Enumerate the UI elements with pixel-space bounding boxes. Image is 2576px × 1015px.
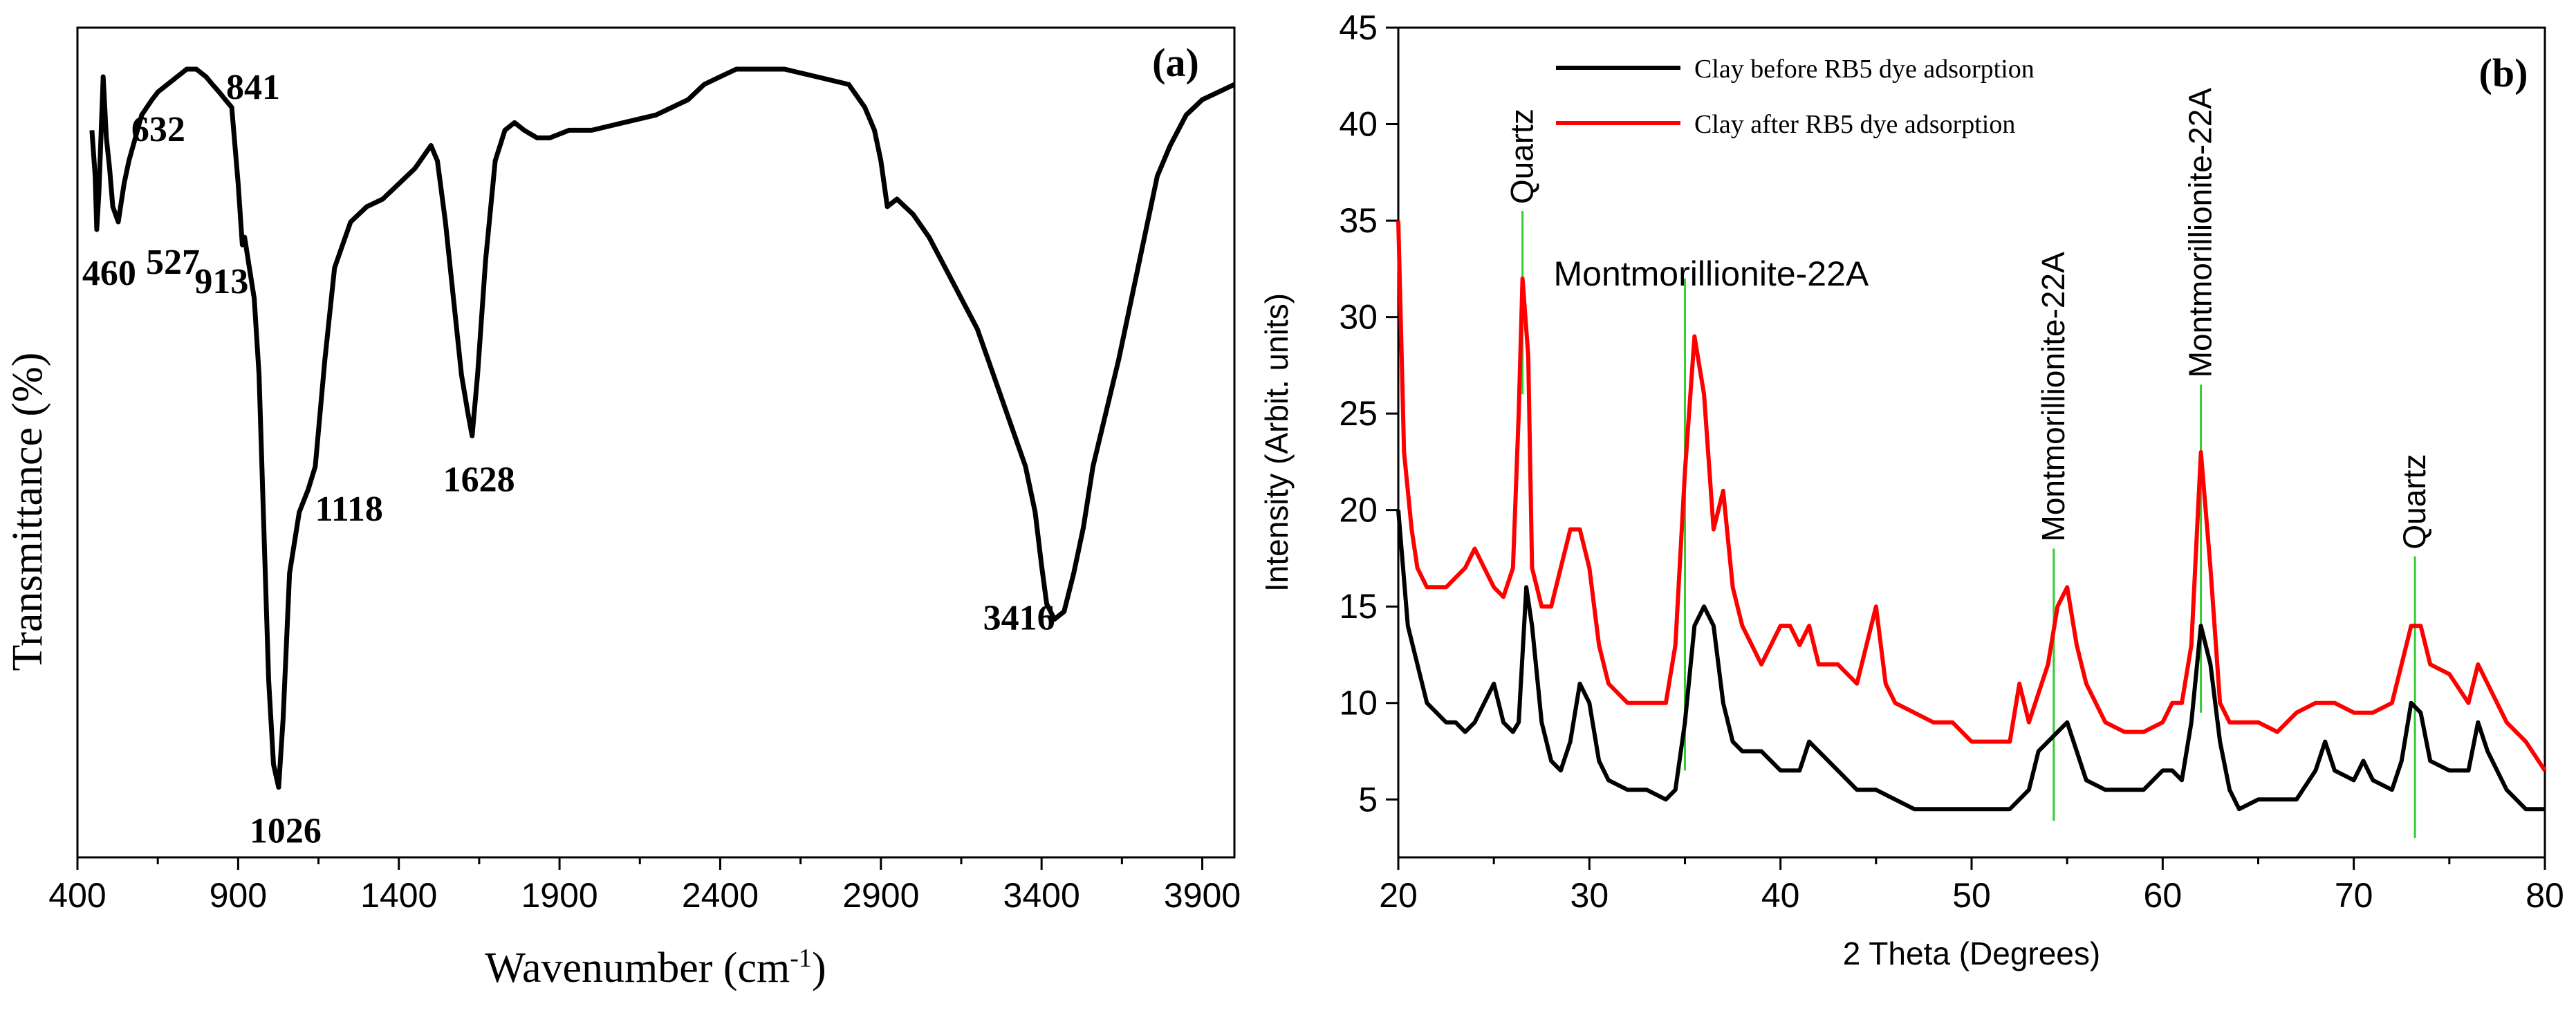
ftir-peak-label: 1118 [315, 490, 383, 529]
xrd-phase-label: Quartz [1504, 109, 1540, 204]
xrd-x-tick-label: 60 [2144, 876, 2183, 915]
ftir-plot-frame [76, 26, 1236, 859]
ftir-peak-label: 460 [82, 254, 136, 293]
ftir-chart: 400 900 1400 1900 2400 2900 3400 3900 460 527 632… [4, 26, 1241, 991]
ftir-x-tick-label: 2400 [682, 876, 759, 915]
xrd-legend: Clay before RB5 dye adsorption Clay afte… [1556, 55, 2035, 139]
ftir-series-line [89, 66, 1236, 790]
ftir-x-ticks: 400 900 1400 1900 2400 2900 3400 3900 [48, 857, 1241, 915]
xrd-y-axis-title: Intensity (Arbit. units) [1259, 293, 1295, 592]
xrd-y-tick-label: 35 [1339, 201, 1378, 240]
xrd-phase-markers: Quartz Montmorillionite-22A Montmorillioni… [1504, 88, 2432, 839]
ftir-x-axis-title-sup: -1 [790, 944, 812, 973]
ftir-peak-label: 632 [131, 110, 185, 149]
xrd-y-tick-label: 10 [1339, 684, 1378, 723]
xrd-x-tick-label: 30 [1570, 876, 1609, 915]
xrd-y-tick-label: 25 [1339, 394, 1378, 433]
xrd-x-tick-label: 50 [1952, 876, 1991, 915]
xrd-phase-label: Quartz [2396, 454, 2432, 550]
ftir-x-tick-label: 1900 [521, 876, 597, 915]
xrd-chart: 20 30 40 50 60 70 80 5 10 15 20 25 30 35 40 45 Quartz Mo… [1259, 8, 2564, 971]
ftir-peak-label: 841 [226, 68, 280, 107]
xrd-x-tick-label: 70 [2335, 876, 2373, 915]
xrd-y-tick-label: 5 [1358, 780, 1378, 819]
ftir-x-tick-label: 2900 [842, 876, 919, 915]
xrd-y-tick-label: 45 [1339, 8, 1378, 47]
xrd-phase-label: Montmorillionite-22A [2035, 252, 2071, 542]
xrd-phase-label: Montmorillionite-22A [2183, 88, 2218, 378]
xrd-axis-ticks: 20 30 40 50 60 70 80 5 10 15 20 25 30 35 40 45 [1339, 8, 2564, 915]
ftir-peak-label: 3416 [983, 599, 1055, 638]
legend-label-after: Clay after RB5 dye adsorption [1694, 110, 2015, 139]
ftir-peak-label: 913 [194, 262, 248, 301]
xrd-x-tick-label: 80 [2526, 876, 2564, 915]
ftir-x-axis-title: Wavenumber (cm-1) [485, 944, 826, 991]
ftir-peak-label: 1628 [443, 460, 515, 499]
xrd-y-tick-label: 40 [1339, 105, 1378, 144]
ftir-x-tick-label: 400 [48, 876, 106, 915]
ftir-x-tick-label: 900 [210, 876, 267, 915]
ftir-peak-label: 527 [146, 243, 200, 282]
xrd-y-tick-label: 15 [1339, 587, 1378, 626]
ftir-y-axis-title: Transmittance (%) [4, 353, 51, 671]
xrd-phase-label: Montmorillionite-22A [1554, 254, 1869, 293]
xrd-panel-label: (b) [2479, 50, 2528, 95]
xrd-series-after-line [1396, 221, 2547, 772]
ftir-peak-label: 1026 [250, 812, 322, 851]
xrd-y-tick-label: 20 [1339, 491, 1378, 530]
xrd-series-before-line [1396, 510, 2545, 812]
legend-label-before: Clay before RB5 dye adsorption [1694, 55, 2035, 84]
xrd-x-tick-label: 40 [1761, 876, 1800, 915]
ftir-x-axis-title-close: ) [812, 944, 826, 991]
ftir-x-tick-label: 3900 [1164, 876, 1241, 915]
xrd-y-tick-label: 30 [1339, 298, 1378, 337]
ftir-peak-labels: 460 527 632 841 913 1026 1118 1628 3416 [82, 68, 1055, 851]
ftir-x-axis-title-main: Wavenumber (cm [485, 944, 790, 991]
ftir-x-tick-label: 1400 [360, 876, 437, 915]
ftir-panel-label: (a) [1152, 40, 1199, 85]
xrd-x-tick-label: 20 [1379, 876, 1418, 915]
ftir-x-tick-label: 3400 [1003, 876, 1080, 915]
xrd-x-axis-title: 2 Theta (Degrees) [1843, 935, 2100, 971]
